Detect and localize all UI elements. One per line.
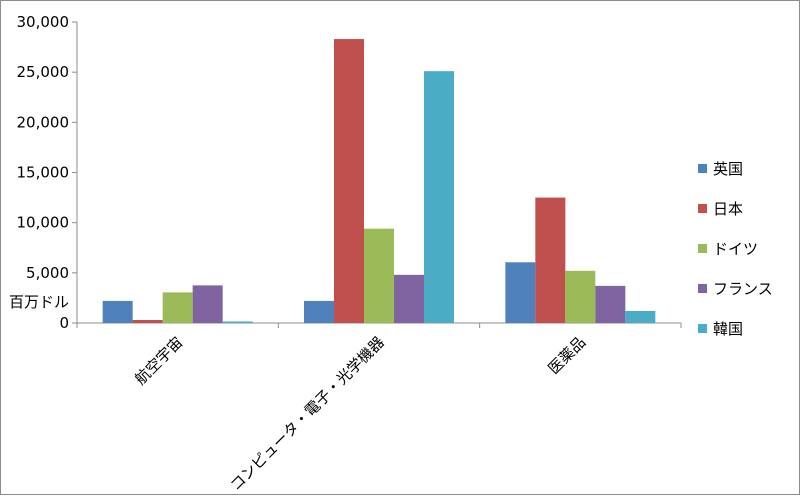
y-tick-label: 25,000 [17, 63, 70, 81]
y-tick-label: 30,000 [17, 13, 70, 31]
legend-swatch [698, 204, 707, 213]
legend-swatch [698, 244, 707, 253]
bar [424, 71, 454, 323]
bar [102, 300, 133, 323]
bar [505, 262, 536, 323]
bar [222, 321, 253, 323]
bar [625, 310, 656, 323]
bar [394, 274, 424, 323]
y-tick-label: 10,000 [17, 214, 70, 232]
legend-swatch [698, 164, 707, 173]
y-tick-label: 20,000 [17, 113, 70, 131]
legend-label: ドイツ [713, 240, 758, 258]
y-unit-label: 百万ドル [9, 293, 69, 311]
bar [192, 285, 223, 323]
bar [334, 39, 364, 323]
x-category-label: 医薬品 [545, 333, 590, 378]
y-tick-label: 5,000 [26, 264, 69, 282]
bar [364, 228, 394, 323]
legend-label: 韓国 [713, 320, 743, 338]
x-category-label: コンピュータ・電子・光学機器 [227, 333, 388, 494]
y-tick-label: 0 [59, 314, 69, 332]
legend-label: フランス [713, 280, 773, 298]
bar [132, 319, 163, 323]
chart-labels: 0 5,000 10,000 15,000 20,000 25,000 30,000 百万ドル… [9, 13, 589, 494]
bar [162, 292, 193, 323]
legend-label: 英国 [713, 160, 743, 178]
legend-label: 日本 [713, 200, 743, 218]
bar [304, 300, 334, 323]
y-tick-label: 15,000 [17, 164, 70, 182]
chart-bars [102, 39, 656, 323]
legend-swatch [698, 324, 707, 333]
x-category-label: 航空宇宙 [131, 333, 186, 388]
bar [535, 197, 566, 323]
bar [565, 270, 596, 323]
bar [595, 285, 626, 323]
legend-swatch [698, 284, 707, 293]
